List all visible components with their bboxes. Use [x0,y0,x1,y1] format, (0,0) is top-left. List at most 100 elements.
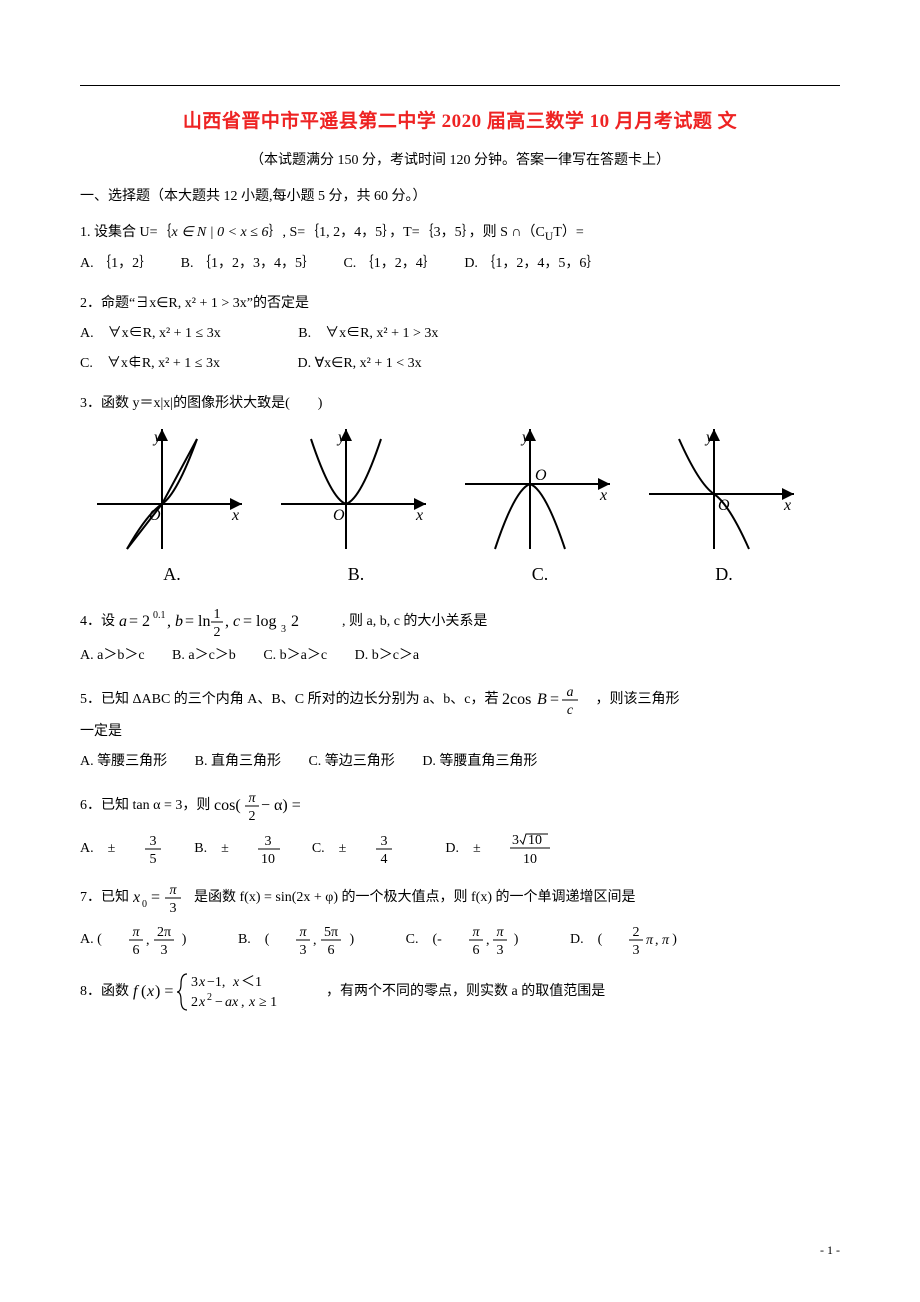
svg-text:x: x [232,975,240,990]
svg-text:6: 6 [328,943,335,958]
svg-text:y: y [336,429,346,446]
q2-opt-a: A. ∀x∈R, x² + 1 ≤ 3x [80,320,221,348]
svg-text:2: 2 [207,992,212,1003]
page-subtitle: （本试题满分 150 分，考试时间 120 分钟。答案一律写在答题卡上） [80,149,840,169]
svg-text:c: c [567,703,574,718]
q3-label-c: C. [460,556,620,592]
question-7: 7．已知 x 0 = π 3 是函数 f(x) = sin(2x + φ) 的一… [80,880,840,958]
svg-text:y: y [520,429,530,446]
q6-pre: 6．已知 tan α = 3，则 [80,798,214,813]
q3-label-d: D. [644,556,804,592]
svg-text:2π: 2π [157,925,171,940]
q1-stem-post2: T）= [553,225,583,240]
svg-text:=: = [550,691,559,708]
svg-text:= 2: = 2 [129,613,150,630]
q3-graph-labels: A. B. C. D. [92,556,840,592]
svg-text:π: π [646,933,654,948]
svg-text:x: x [783,497,791,514]
svg-text:3: 3 [281,624,286,635]
svg-text:x: x [198,975,206,990]
q3-graph-b: y x O [276,424,436,554]
svg-text:f: f [133,983,140,1000]
svg-text:2: 2 [213,625,220,640]
q7-options: A. (π6,2π3) B. (π3,5π6) C. (-π6,π3) D. (… [80,922,840,958]
q4-options: A. a＞b＞c B. a＞c＞b C. b＞a＞c D. b＞c＞a [80,642,840,670]
q5-opt-a: A. 等腰三角形 [80,748,167,776]
q2-opt-c: C. ∀x∉R, x² + 1 ≤ 3x [80,350,220,378]
svg-text:b: b [175,613,183,630]
svg-text:a: a [567,685,574,700]
svg-text:c: c [233,613,240,630]
svg-text:6: 6 [472,943,479,958]
svg-text:= ln: = ln [185,613,210,630]
svg-text:2cos: 2cos [502,691,531,708]
q1-opt-c: C. ｛1，2，4｝ [343,250,436,278]
svg-text:0.1: 0.1 [153,610,166,621]
q4-opt-c: C. b＞a＞c [263,642,327,670]
q5-opt-d: D. 等腰直角三角形 [422,748,537,776]
svg-text:= log: = log [243,613,276,630]
q1-sub: U [545,230,553,243]
svg-text:=: = [151,889,160,906]
q6-math: cos( π 2 − α) = [214,788,314,824]
q2-stem: 2．命题“∃x∈R, x² + 1 > 3x”的否定是 [80,290,840,318]
svg-text:π: π [248,791,256,806]
q4-math: a = 2 0.1 , b = ln 1 2 , c = log 3 2 [119,604,339,640]
q4-post: , 则 a, b, c 的大小关系是 [342,614,487,629]
svg-text:3: 3 [265,834,272,849]
q8-pre: 8．函数 [80,984,133,999]
q4-pre: 4．设 [80,614,119,629]
svg-text:3: 3 [633,943,640,958]
question-8: 8．函数 f ( x ) = 3 x −1, x ＜1 2 x 2 − ax ,… [80,970,840,1014]
question-5: 5．已知 ΔABC 的三个内角 A、B、C 所对的边长分别为 a、b、c，若 2… [80,682,840,776]
svg-text:−1,: −1, [207,975,225,990]
q2-options-row1: A. ∀x∈R, x² + 1 ≤ 3x B. ∀x∈R, x² + 1 > 3… [80,320,840,348]
q1-stem-post: ｝, S=｛1, 2，4，5｝，T=｛3，5｝，则 S ∩（C [268,225,544,240]
svg-text:＜1: ＜1 [241,975,262,990]
q1-opt-a: A. ｛1，2｝ [80,250,153,278]
page-title: 山西省晋中市平遥县第二中学 2020 届高三数学 10 月月考试题 文 [80,106,840,133]
svg-text:y: y [704,429,714,446]
svg-text:,: , [225,613,229,630]
svg-text:π: π [132,925,140,940]
svg-text:2: 2 [248,809,255,824]
svg-text:π: π [300,925,308,940]
svg-text:5: 5 [149,852,156,867]
svg-text:10: 10 [261,852,275,867]
question-6: 6．已知 tan α = 3，则 cos( π 2 − α) = A. ± 35… [80,788,840,868]
svg-text:4: 4 [380,852,387,867]
q4-opt-a: A. a＞b＞c [80,642,145,670]
svg-text:π: π [662,933,670,948]
q4-opt-b: B. a＞c＞b [172,642,236,670]
svg-text:0: 0 [142,899,147,910]
svg-text:x: x [146,983,154,1000]
q6-opt-c: C. ± 34 [312,831,398,867]
q7-opt-a: A. (π6,2π3) [80,922,210,958]
q6-opt-d: D. ± 3 10 10 [445,830,556,868]
q2-options-row2: C. ∀x∉R, x² + 1 ≤ 3x D. ∀x∈R, x² + 1 < 3… [80,350,840,378]
q1-options: A. ｛1，2｝ B. ｛1，2，3，4，5｝ C. ｛1，2，4｝ D. ｛1… [80,250,840,278]
svg-text:3: 3 [149,834,156,849]
q3-label-b: B. [276,556,436,592]
svg-text:) =: ) = [155,983,173,1000]
q7-opt-c: C. (-π6,π3) [406,922,543,958]
svg-text:x: x [599,487,607,504]
q3-graph-a: y x O [92,424,252,554]
question-1: 1. 设集合 U=｛x ∈ N | 0 < x ≤ 6｝, S=｛1, 2，4，… [80,219,840,278]
svg-text:2: 2 [291,613,299,630]
q7-pre: 7．已知 [80,890,133,905]
q7-mid: 是函数 f(x) = sin(2x + φ) 的一个极大值点，则 f(x) 的一… [194,890,636,905]
svg-text:,: , [167,613,171,630]
svg-text:cos(: cos( [214,797,241,814]
question-4: 4．设 a = 2 0.1 , b = ln 1 2 , c = log 3 2… [80,604,840,670]
svg-text:π: π [496,925,504,940]
q4-opt-d: D. b＞c＞a [355,642,420,670]
svg-text:2: 2 [633,925,640,940]
svg-text:− α) =: − α) = [261,797,301,814]
q8-piecewise: f ( x ) = 3 x −1, x ＜1 2 x 2 − ax , x ≥ … [133,970,323,1014]
q1-opt-b: B. ｛1，2，3，4，5｝ [181,250,316,278]
svg-text:x: x [248,995,256,1010]
q1-set-expr: x ∈ N | 0 < x ≤ 6 [172,225,269,240]
q7-opt-d: D. (23π,π) [570,922,701,958]
svg-text:3: 3 [191,975,198,990]
